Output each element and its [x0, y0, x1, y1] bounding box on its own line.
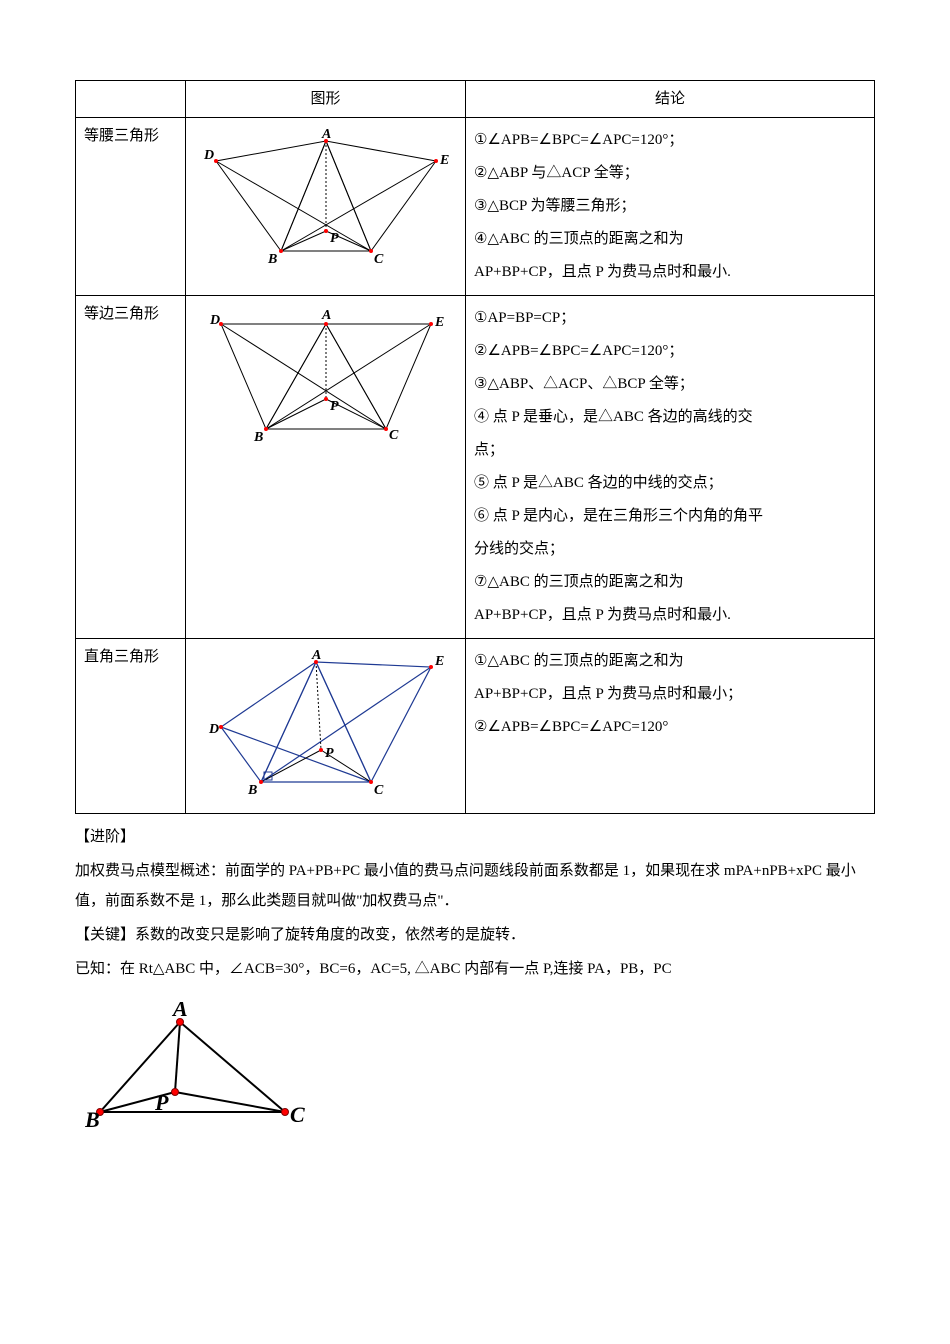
- label-c: C: [290, 1102, 305, 1127]
- row-figure: A B C D E P: [186, 118, 466, 296]
- label-a: A: [171, 1002, 188, 1021]
- conclusion-line: ③△BCP 为等腰三角形；: [474, 190, 866, 223]
- paragraph: 【关键】系数的改变只是影响了旋转角度的改变，依然考的是旋转．: [75, 920, 875, 950]
- equilateral-diagram: A B C D E P: [196, 304, 456, 444]
- row-label: 等边三角形: [76, 296, 186, 639]
- label-d: D: [208, 722, 219, 737]
- label-a: A: [321, 127, 331, 142]
- conclusion-line: ①AP=BP=CP；: [474, 302, 866, 335]
- label-b: B: [253, 430, 263, 444]
- bottom-figure: A B C P: [85, 1002, 875, 1140]
- table-row: 直角三角形: [76, 639, 875, 814]
- conclusion-line: ②∠APB=∠BPC=∠APC=120°: [474, 711, 866, 744]
- header-conclusion: 结论: [466, 81, 875, 118]
- main-table: 图形 结论 等腰三角形: [75, 80, 875, 814]
- right-diagram: A B C D E P: [196, 647, 456, 797]
- label-c: C: [389, 428, 399, 443]
- label-a: A: [311, 648, 321, 663]
- conclusion-line: AP+BP+CP，且点 P 为费马点时和最小；: [474, 678, 866, 711]
- header-blank: [76, 81, 186, 118]
- conclusion-line: ⑦△ABC 的三顶点的距离之和为: [474, 566, 866, 599]
- isosceles-diagram: A B C D E P: [196, 126, 456, 266]
- label-p: P: [325, 746, 334, 761]
- conclusion-line: ③△ABP、△ACP、△BCP 全等；: [474, 368, 866, 401]
- row-label: 直角三角形: [76, 639, 186, 814]
- conclusion-line: ①△ABC 的三顶点的距离之和为: [474, 645, 866, 678]
- label-e: E: [439, 153, 449, 168]
- row-conclusion: ①△ABC 的三顶点的距离之和为 AP+BP+CP，且点 P 为费马点时和最小；…: [466, 639, 875, 814]
- conclusion-line: ①∠APB=∠BPC=∠APC=120°；: [474, 124, 866, 157]
- conclusion-line: ④ 点 P 是垂心，是△ABC 各边的高线的交: [474, 401, 866, 434]
- conclusion-line: AP+BP+CP，且点 P 为费马点时和最小.: [474, 256, 866, 289]
- bottom-triangle-diagram: A B C P: [85, 1002, 315, 1132]
- row-conclusion: ①∠APB=∠BPC=∠APC=120°； ②△ABP 与△ACP 全等； ③△…: [466, 118, 875, 296]
- label-b: B: [267, 252, 277, 266]
- conclusion-line: 点；: [474, 434, 866, 467]
- conclusion-line: ④△ABC 的三顶点的距离之和为: [474, 223, 866, 256]
- table-header-row: 图形 结论: [76, 81, 875, 118]
- label-p: P: [330, 399, 339, 414]
- label-b: B: [247, 783, 257, 797]
- label-d: D: [203, 148, 214, 163]
- header-figure: 图形: [186, 81, 466, 118]
- row-label: 等腰三角形: [76, 118, 186, 296]
- advanced-heading: 【进阶】: [75, 822, 875, 852]
- row-conclusion: ①AP=BP=CP； ②∠APB=∠BPC=∠APC=120°； ③△ABP、△…: [466, 296, 875, 639]
- conclusion-line: ②∠APB=∠BPC=∠APC=120°；: [474, 335, 866, 368]
- table-row: 等边三角形 A: [76, 296, 875, 639]
- conclusion-line: ②△ABP 与△ACP 全等；: [474, 157, 866, 190]
- label-d: D: [209, 313, 220, 328]
- label-e: E: [434, 654, 444, 669]
- label-e: E: [434, 315, 444, 330]
- label-b: B: [85, 1107, 100, 1132]
- label-p: P: [330, 231, 339, 246]
- conclusion-line: 分线的交点；: [474, 533, 866, 566]
- paragraph: 加权费马点模型概述：前面学的 PA+PB+PC 最小值的费马点问题线段前面系数都…: [75, 856, 875, 916]
- conclusion-line: ⑤ 点 P 是△ABC 各边的中线的交点；: [474, 467, 866, 500]
- conclusion-line: ⑥ 点 P 是内心，是在三角形三个内角的角平: [474, 500, 866, 533]
- conclusion-line: AP+BP+CP，且点 P 为费马点时和最小.: [474, 599, 866, 632]
- table-row: 等腰三角形: [76, 118, 875, 296]
- paragraph: 已知：在 Rt△ABC 中，∠ACB=30°，BC=6，AC=5, △ABC 内…: [75, 954, 875, 984]
- label-c: C: [374, 783, 384, 797]
- label-p: P: [154, 1090, 169, 1115]
- row-figure: A B C D E P: [186, 639, 466, 814]
- row-figure: A B C D E P: [186, 296, 466, 639]
- label-a: A: [321, 308, 331, 323]
- label-c: C: [374, 252, 384, 266]
